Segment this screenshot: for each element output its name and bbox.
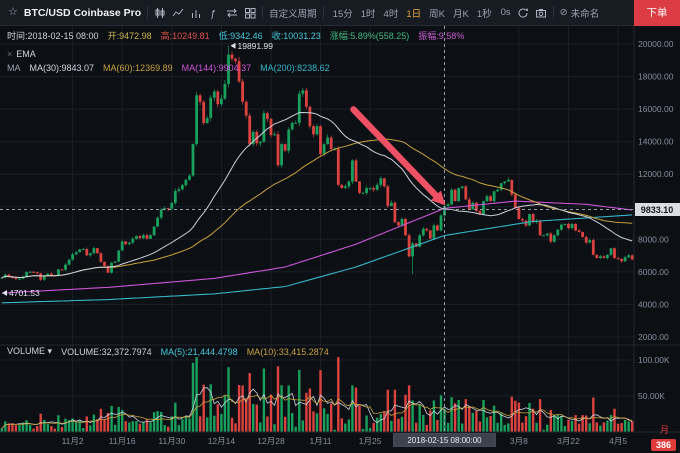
symbol-title[interactable]: BTC/USD Coinbase Pro — [23, 6, 142, 19]
divider — [147, 6, 149, 19]
svg-text:100.00K: 100.00K — [638, 355, 670, 365]
month-label[interactable]: 月 — [659, 425, 669, 435]
slash-circle-icon: ⊘ — [559, 7, 568, 18]
grid-layout-icon[interactable] — [244, 7, 256, 19]
interval-button[interactable]: 月K — [452, 8, 469, 20]
line-chart-icon[interactable] — [172, 7, 184, 19]
volume-ma5: MA(5):21,444.4798 — [160, 346, 238, 357]
volume-value: VOLUME:32,372.7974 — [61, 346, 152, 357]
price-axis-labels: 20000.00 18000.00 16000.00 14000.00 12000.00… — [638, 39, 674, 401]
ma144-value: MA(144):9904.37 — [181, 63, 252, 73]
info-close: 收:10031.23 — [271, 31, 321, 41]
svg-text:4000.00: 4000.00 — [638, 299, 669, 309]
ema-indicator-row: × EMA — [7, 49, 36, 59]
svg-text:4月5: 4月5 — [609, 436, 627, 446]
compare-icon[interactable] — [226, 7, 238, 19]
svg-text:12000.00: 12000.00 — [638, 169, 674, 179]
info-low: 低:9342.46 — [218, 31, 263, 41]
refresh-icon[interactable] — [517, 7, 529, 19]
svg-text:3月8: 3月8 — [510, 436, 528, 446]
ma200-value: MA(200):8238.62 — [260, 63, 330, 73]
ma-label: MA — [7, 63, 21, 73]
svg-text:12月28: 12月28 — [257, 436, 285, 446]
interval-button[interactable]: 1时 — [360, 8, 376, 20]
svg-text:6000.00: 6000.00 — [638, 267, 669, 277]
layout-selector[interactable]: ⊘ 未命名 — [560, 6, 599, 20]
svg-text:50.00K: 50.00K — [638, 391, 665, 401]
top-toolbar: ☆ BTC/USD Coinbase Pro ƒ 自定义周期 15分 1时 4时 1日… — [0, 0, 680, 26]
chart-area: 20000.00 18000.00 16000.00 14000.00 12000.00… — [0, 26, 680, 453]
last-price-tag: 9833.10 — [635, 203, 680, 216]
svg-text:11月2: 11月2 — [62, 436, 84, 446]
volume-ma10: MA(10):33,415.2874 — [246, 346, 329, 357]
info-amplitude: 振幅:9.58% — [418, 31, 465, 41]
info-high: 高:10249.81 — [160, 31, 210, 41]
svg-text:16000.00: 16000.00 — [638, 104, 674, 114]
layout-name: 未命名 — [570, 8, 600, 20]
svg-text:2018-02-15 08:00:00: 2018-02-15 08:00:00 — [407, 436, 482, 445]
divider — [262, 6, 264, 19]
crosshair-date-tag: 2018-02-15 08:00:00 — [393, 433, 496, 447]
svg-text:12月14: 12月14 — [208, 436, 236, 446]
ma-lines — [1, 111, 633, 304]
ema-label: EMA — [16, 49, 36, 59]
x-axis-labels: 11月2 11月16 11月30 12月14 12月28 1月11 1月25 3月8 3月22 4… — [62, 436, 628, 446]
interval-button[interactable]: 15分 — [332, 8, 353, 20]
zero-seconds-label: 0s — [500, 7, 511, 18]
place-order-button[interactable]: 下单 — [634, 0, 680, 26]
svg-text:9833.10: 9833.10 — [641, 205, 674, 215]
candles-layer — [0, 45, 634, 281]
ma30-value: MA(30):9843.07 — [29, 63, 95, 73]
bar-chart-icon[interactable] — [190, 7, 202, 19]
notification-badge[interactable]: 386 — [650, 439, 676, 451]
svg-text:3月22: 3月22 — [557, 436, 580, 446]
interval-button[interactable]: 1日 — [406, 8, 422, 20]
interval-button[interactable]: 4时 — [383, 8, 399, 20]
svg-text:11月30: 11月30 — [158, 436, 185, 446]
candlestick-chart-icon[interactable] — [154, 7, 166, 19]
caret-down-icon: ▾ — [47, 346, 53, 356]
svg-text:1月25: 1月25 — [359, 436, 382, 446]
peak-price-label: 19891.99 — [230, 41, 274, 51]
ema-remove-icon[interactable]: × — [7, 49, 13, 59]
ma60-value: MA(60):12369.89 — [103, 63, 173, 73]
info-open: 开:9472.98 — [107, 31, 152, 41]
crosshair — [0, 26, 634, 432]
low-price-label: 4701.53 — [2, 288, 40, 298]
interval-switcher: 15分 1时 4时 1日 周K 月K 1秒 — [330, 5, 495, 21]
svg-text:14000.00: 14000.00 — [638, 137, 674, 147]
volume-header: VOLUME ▾ VOLUME:32,372.7974 MA(5):21,444… — [7, 346, 329, 357]
interval-button[interactable]: 1秒 — [476, 8, 492, 20]
custom-period-button[interactable]: 自定义周期 — [269, 6, 317, 20]
favorite-star-icon[interactable]: ☆ — [8, 6, 18, 18]
interval-button[interactable]: 周K — [429, 8, 445, 20]
ohlc-info-bar: 时间:2018-02-15 08:00 开:9472.98 高:10249.81… — [7, 29, 464, 42]
volume-dropdown[interactable]: VOLUME ▾ — [7, 346, 52, 357]
price-chart[interactable]: 20000.00 18000.00 16000.00 14000.00 12000.00… — [0, 26, 680, 453]
camera-icon[interactable] — [535, 7, 547, 19]
svg-text:19891.99: 19891.99 — [238, 41, 274, 51]
divider — [552, 6, 554, 19]
svg-text:18000.00: 18000.00 — [638, 72, 674, 82]
svg-text:2000.00: 2000.00 — [638, 332, 669, 342]
ma-indicator-row: MA MA(30):9843.07 MA(60):12369.89 MA(144… — [7, 63, 330, 73]
svg-text:8000.00: 8000.00 — [638, 234, 669, 244]
indicator-fx-icon[interactable]: ƒ — [208, 7, 220, 19]
svg-text:20000.00: 20000.00 — [638, 39, 674, 49]
info-time: 时间:2018-02-15 08:00 — [7, 31, 99, 41]
svg-text:4701.53: 4701.53 — [9, 288, 40, 298]
divider — [322, 6, 324, 19]
volume-ma-lines — [1, 387, 633, 429]
volume-title: VOLUME — [7, 346, 46, 356]
svg-text:1月11: 1月11 — [309, 436, 331, 446]
svg-text:ƒ: ƒ — [210, 9, 216, 19]
trend-arrow — [350, 106, 446, 206]
svg-text:11月16: 11月16 — [109, 436, 136, 446]
info-change: 涨幅:5.89%(558.25) — [329, 31, 410, 41]
